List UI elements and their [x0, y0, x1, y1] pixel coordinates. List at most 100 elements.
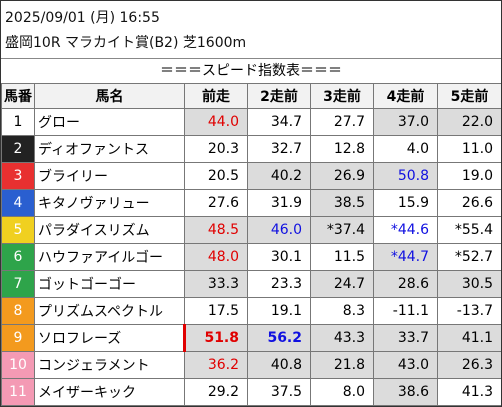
speed-index: 20.3	[184, 135, 248, 163]
horse-row: 3 ブライリー 20.5 40.2 26.9 50.8 19.0	[1, 162, 501, 190]
horse-number: 5	[1, 216, 35, 244]
horse-row: 11 メイザーキック 29.2 37.5 8.0 38.6 41.3	[1, 378, 501, 406]
speed-index: 4.0	[373, 135, 438, 163]
horse-number: 3	[1, 162, 35, 190]
horse-number: 8	[1, 297, 35, 325]
speed-index: 40.8	[247, 351, 311, 379]
speed-index: 24.7	[310, 270, 374, 298]
speed-index: 30.5	[437, 270, 501, 298]
speed-index: 48.5	[184, 216, 248, 244]
speed-index: 33.3	[184, 270, 248, 298]
speed-index: 8.0	[310, 378, 374, 406]
speed-index: 19.1	[247, 297, 311, 325]
speed-index: 44.0	[184, 108, 248, 136]
horse-name: ブライリー	[34, 162, 185, 190]
speed-index: 8.3	[310, 297, 374, 325]
speed-index: 23.3	[247, 270, 311, 298]
speed-index: 34.7	[247, 108, 311, 136]
horse-number: 6	[1, 243, 35, 271]
horse-name: メイザーキック	[34, 378, 185, 406]
speed-index: 20.5	[184, 162, 248, 190]
speed-index: 41.1	[437, 324, 501, 352]
speed-index: 43.0	[373, 351, 438, 379]
speed-index: 50.8	[373, 162, 438, 190]
horse-row: 1 グロー 44.0 34.7 27.7 37.0 22.0	[1, 108, 501, 136]
column-header: 馬名	[34, 83, 185, 109]
speed-index: 36.2	[184, 351, 248, 379]
datetime: 2025/09/01 (月) 16:55	[5, 10, 160, 26]
speed-index: 21.8	[310, 351, 374, 379]
speed-index: 30.1	[247, 243, 311, 271]
speed-index: 37.5	[247, 378, 311, 406]
speed-index: 32.7	[247, 135, 311, 163]
speed-index: *52.7	[437, 243, 501, 271]
horse-row: 6 ハウファアイルゴー 48.0 30.1 11.5 *44.7 *52.7	[1, 243, 501, 271]
horse-row: 4 キタノヴァリュー 27.6 31.9 38.5 15.9 26.6	[1, 189, 501, 217]
horse-name: コンジェラメント	[34, 351, 185, 379]
speed-index: 40.2	[247, 162, 311, 190]
horse-row: 7 ゴットゴーゴー 33.3 23.3 24.7 28.6 30.5	[1, 270, 501, 298]
horse-number: 9	[1, 324, 35, 352]
horse-name: グロー	[34, 108, 185, 136]
speed-index: 11.0	[437, 135, 501, 163]
horse-number: 2	[1, 135, 35, 163]
horse-row: 10 コンジェラメント 36.2 40.8 21.8 43.0 26.3	[1, 351, 501, 379]
speed-index: 15.9	[373, 189, 438, 217]
speed-index: -13.7	[437, 297, 501, 325]
horse-number: 11	[1, 378, 35, 406]
speed-index: 27.7	[310, 108, 374, 136]
horse-number: 10	[1, 351, 35, 379]
speed-index: *55.4	[437, 216, 501, 244]
speed-index: 29.2	[184, 378, 248, 406]
horse-row: 2 ディオファントス 20.3 32.7 12.8 4.0 11.0	[1, 135, 501, 163]
speed-index: 27.6	[184, 189, 248, 217]
speed-index: 33.7	[373, 324, 438, 352]
column-header: 4走前	[373, 83, 438, 109]
horse-number: 4	[1, 189, 35, 217]
speed-index: 43.3	[310, 324, 374, 352]
speed-index: 17.5	[184, 297, 248, 325]
speed-index: 26.6	[437, 189, 501, 217]
horse-number: 1	[1, 108, 35, 136]
speed-index: 28.6	[373, 270, 438, 298]
column-header: 前走	[184, 83, 248, 109]
speed-table: 馬番 馬名 前走 2走前 3走前 4走前 5走前 1 グロー 44.0 34.7 27.7 37.0 2…	[1, 83, 501, 406]
speed-index: 11.5	[310, 243, 374, 271]
horse-name: パラダイスリズム	[34, 216, 185, 244]
horse-name: ゴットゴーゴー	[34, 270, 185, 298]
horse-name: ディオファントス	[34, 135, 185, 163]
speed-index: 56.2	[247, 324, 311, 352]
speed-index: 22.0	[437, 108, 501, 136]
speed-index: 26.3	[437, 351, 501, 379]
speed-index: 51.8	[183, 324, 248, 352]
speed-index: *37.4	[310, 216, 374, 244]
speed-index: 38.6	[373, 378, 438, 406]
horse-row: 9 ソロフレーズ 51.8 56.2 43.3 33.7 41.1	[1, 324, 501, 352]
speed-index: 12.8	[310, 135, 374, 163]
speed-index: -11.1	[373, 297, 438, 325]
speed-index: *44.7	[373, 243, 438, 271]
horse-row: 8 プリズムスペクトル 17.5 19.1 8.3 -11.1 -13.7	[1, 297, 501, 325]
horse-name: プリズムスペクトル	[34, 297, 185, 325]
column-header: 馬番	[1, 83, 35, 109]
horse-name: ソロフレーズ	[34, 324, 185, 352]
speed-index: 19.0	[437, 162, 501, 190]
speed-index: *44.6	[373, 216, 438, 244]
horse-row: 5 パラダイスリズム 48.5 46.0 *37.4 *44.6 *55.4	[1, 216, 501, 244]
speed-index: 46.0	[247, 216, 311, 244]
speed-index: 31.9	[247, 189, 311, 217]
speed-index: 37.0	[373, 108, 438, 136]
horse-number: 7	[1, 270, 35, 298]
speed-index: 26.9	[310, 162, 374, 190]
column-header: 2走前	[247, 83, 311, 109]
speed-index: 48.0	[184, 243, 248, 271]
horse-name: キタノヴァリュー	[34, 189, 185, 217]
speed-index: 41.3	[437, 378, 501, 406]
column-header: 5走前	[437, 83, 501, 109]
race-title: 盛岡10R マラカイト賞(B2) 芝1600m	[5, 35, 247, 51]
horse-name: ハウファアイルゴー	[34, 243, 185, 271]
column-header: 3走前	[310, 83, 374, 109]
speed-index: 38.5	[310, 189, 374, 217]
banner: ＝＝＝スピード指数表＝＝＝	[1, 58, 501, 84]
